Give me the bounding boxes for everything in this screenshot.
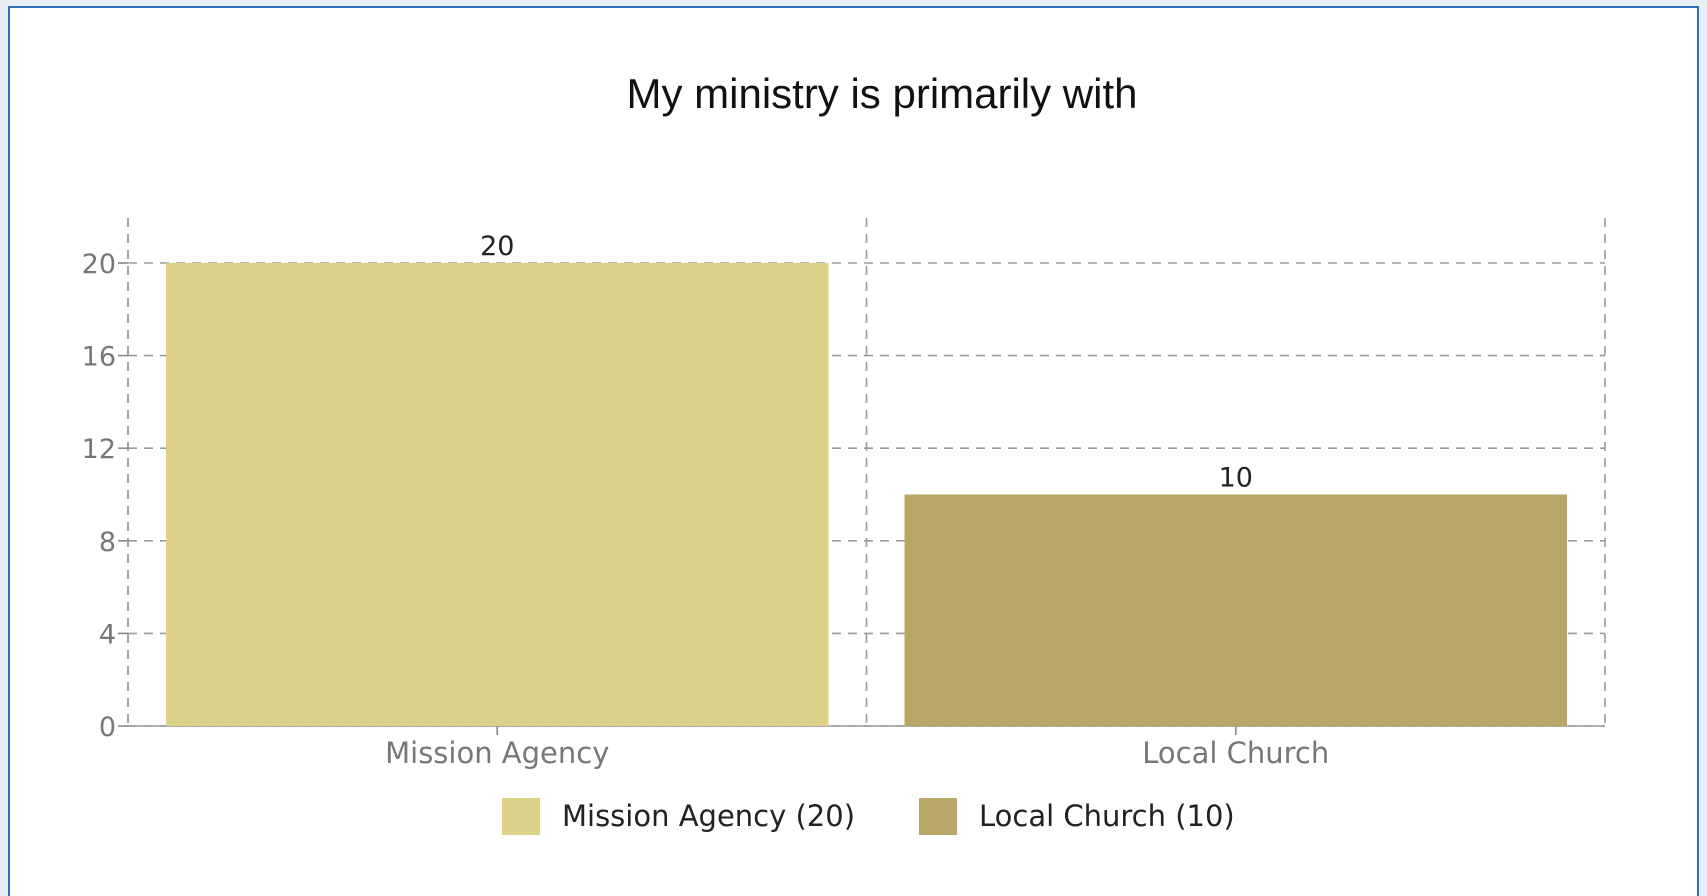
y-tick-label-12: 12 <box>82 434 116 465</box>
data-label-0: 20 <box>480 231 514 262</box>
y-tick-label-0: 0 <box>99 712 116 743</box>
bar-1 <box>904 494 1567 726</box>
legend-label-0: Mission Agency (20) <box>562 799 855 833</box>
y-tick-label-16: 16 <box>82 342 116 373</box>
legend-label-1: Local Church (10) <box>979 799 1235 833</box>
legend-swatch-1 <box>919 798 957 835</box>
y-tick-label-20: 20 <box>82 249 116 280</box>
legend-swatch-0 <box>502 798 540 835</box>
chart-legend: Mission Agency (20) Local Church (10) <box>502 798 1235 835</box>
x-tick-label-0: Mission Agency <box>385 736 609 770</box>
bar-0 <box>166 263 829 726</box>
chart-title: My ministry is primarily with <box>626 70 1137 117</box>
y-tick-label-8: 8 <box>99 527 116 558</box>
y-tick-label-4: 4 <box>99 619 116 650</box>
chart-labels: 0 4 8 12 16 20 20 Mission Agency 10 Local Church <box>82 231 1330 770</box>
x-tick-label-1: Local Church <box>1142 736 1329 770</box>
data-label-1: 10 <box>1219 463 1253 494</box>
chart-bars <box>166 263 1567 726</box>
